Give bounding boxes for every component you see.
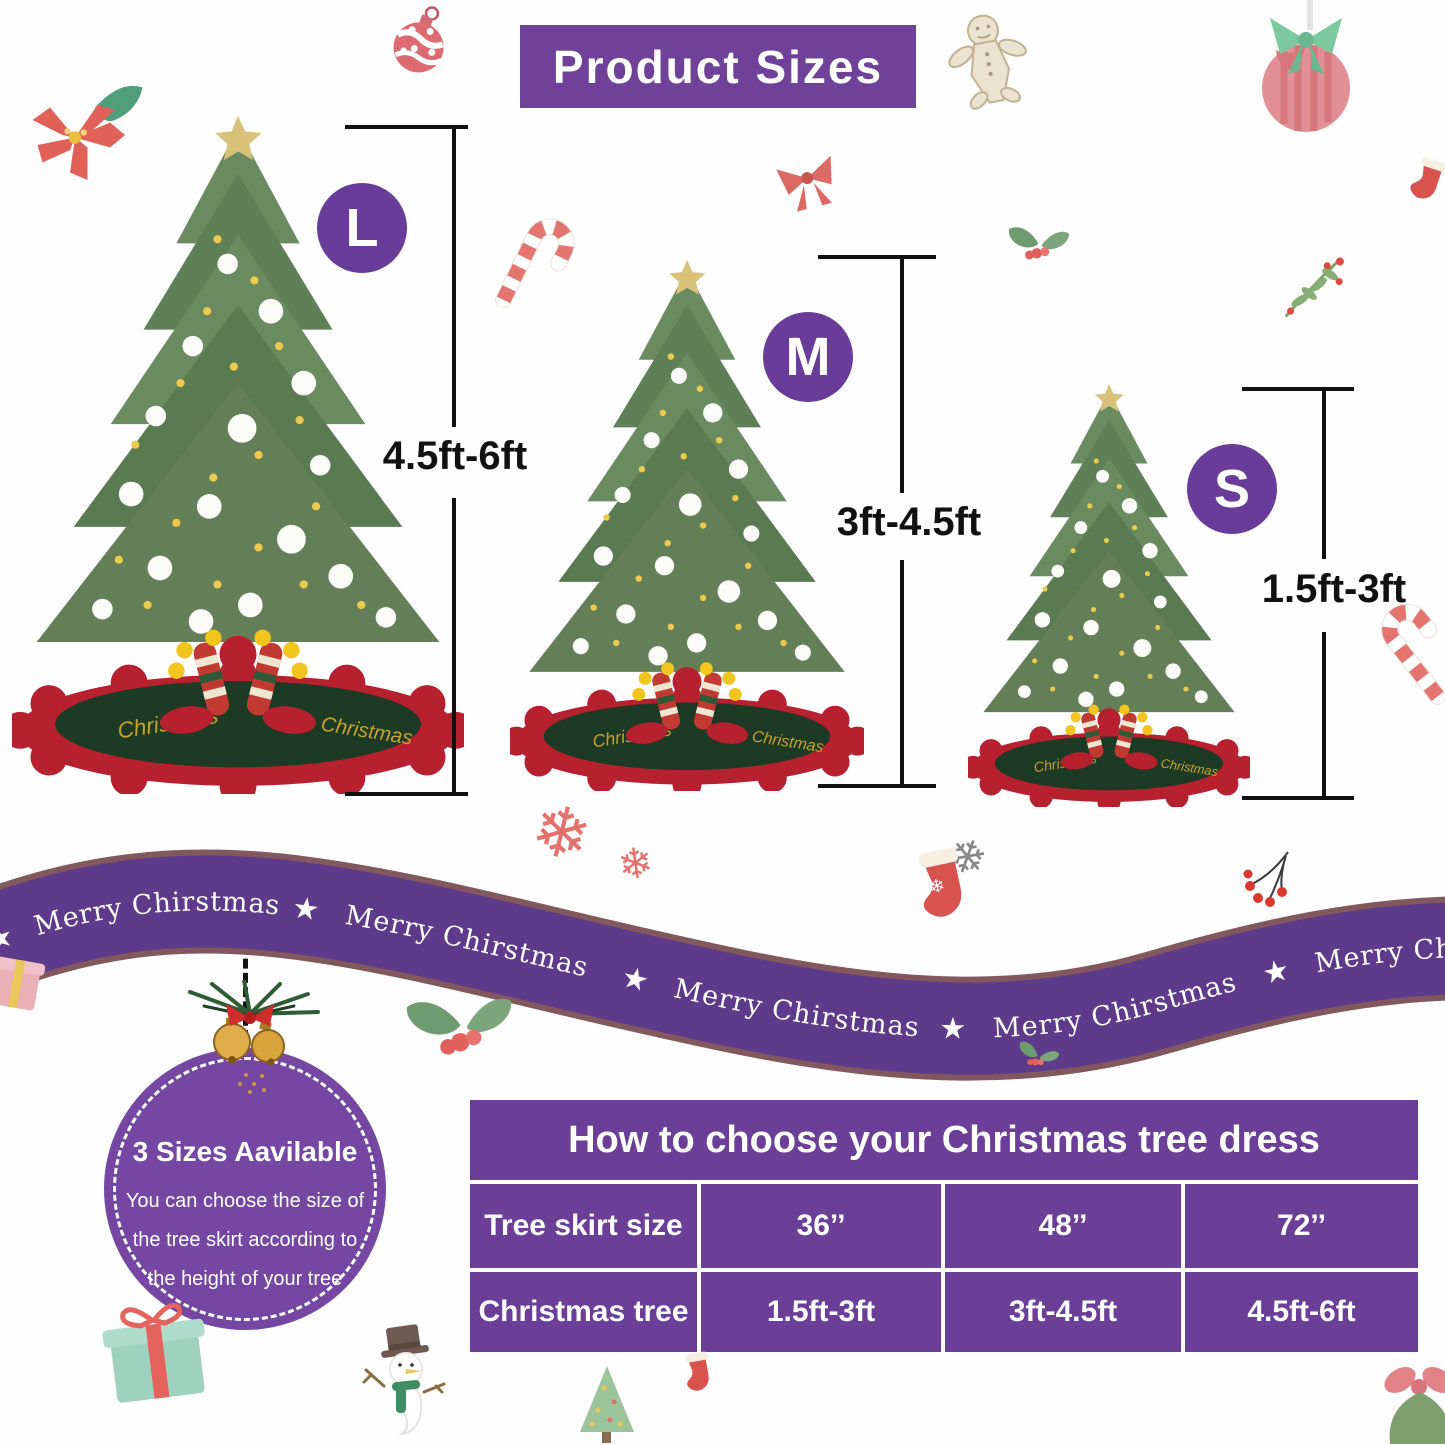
- size-badge-l: L: [317, 183, 407, 273]
- table-row-label: Tree skirt size: [470, 1184, 697, 1268]
- snowflake-icon: ❄: [614, 837, 657, 890]
- info-circle-body: You can choose the size of the tree skir…: [125, 1190, 365, 1290]
- height-label-m: 3ft-4.5ft: [836, 500, 982, 544]
- info-circle-title: 3 Sizes Aavilable: [132, 1136, 358, 1167]
- table-cell: 72’’: [1185, 1184, 1418, 1268]
- height-label-l: 4.5ft-6ft: [382, 434, 528, 478]
- red-bow-icon: [776, 155, 832, 212]
- table-cell: 3ft-4.5ft: [945, 1272, 1181, 1352]
- christmas-tree-small: [968, 384, 1250, 807]
- ribbon-star-icon: ★: [939, 1012, 967, 1046]
- leafy-berry-sprig-icon: [1284, 257, 1344, 318]
- jingle-bells-icon: [188, 980, 320, 1094]
- table-cell: 1.5ft-3ft: [701, 1272, 941, 1352]
- ball-ornament-icon: [393, 6, 444, 73]
- table-row-label: Christmas tree: [470, 1272, 697, 1352]
- holly-icon: [398, 964, 529, 1079]
- holly-icon: [1006, 218, 1074, 266]
- ribbon-star-icon: ★: [290, 891, 321, 927]
- page-title: Product Sizes: [552, 40, 884, 93]
- poinsettia-icon: [32, 85, 143, 180]
- size-table: How to choose your Christmas tree dress …: [470, 1100, 1418, 1352]
- pink-ornament-icon: [1262, 0, 1350, 132]
- table-cell: 48’’: [945, 1184, 1181, 1268]
- svg-text:❄: ❄: [927, 874, 946, 898]
- table-cell: 36’’: [701, 1184, 941, 1268]
- info-circle: 3 Sizes Aavilable You can choose the siz…: [104, 1048, 386, 1330]
- size-badge-s: S: [1187, 444, 1277, 534]
- table-cell: 4.5ft-6ft: [1185, 1272, 1418, 1352]
- stocking-icon: [674, 1347, 724, 1404]
- info-circle-dashed-ring: [113, 1057, 377, 1321]
- gingerbread-man-icon: [948, 14, 1027, 110]
- merry-christmas-ribbon: Merry Chirstmas Merry Chirstmas Merry Ch…: [0, 830, 1445, 1081]
- green-gift-icon: [1384, 1367, 1445, 1444]
- stocking-snowflake-icon: ❄: [897, 839, 991, 939]
- height-label-s: 1.5ft-3ft: [1261, 567, 1407, 611]
- size-badge-m: M: [763, 312, 853, 402]
- stocking-icon: [1397, 150, 1445, 216]
- edge-gift-icon: [0, 956, 46, 1011]
- snowman-icon: [362, 1324, 446, 1436]
- size-table-title: How to choose your Christmas tree dress: [470, 1100, 1418, 1180]
- teal-gift-icon: [102, 1302, 205, 1403]
- mini-tree-icon: [580, 1366, 634, 1443]
- product-sizes-banner: Product Sizes: [520, 25, 916, 108]
- berry-branch-icon: [1243, 851, 1289, 907]
